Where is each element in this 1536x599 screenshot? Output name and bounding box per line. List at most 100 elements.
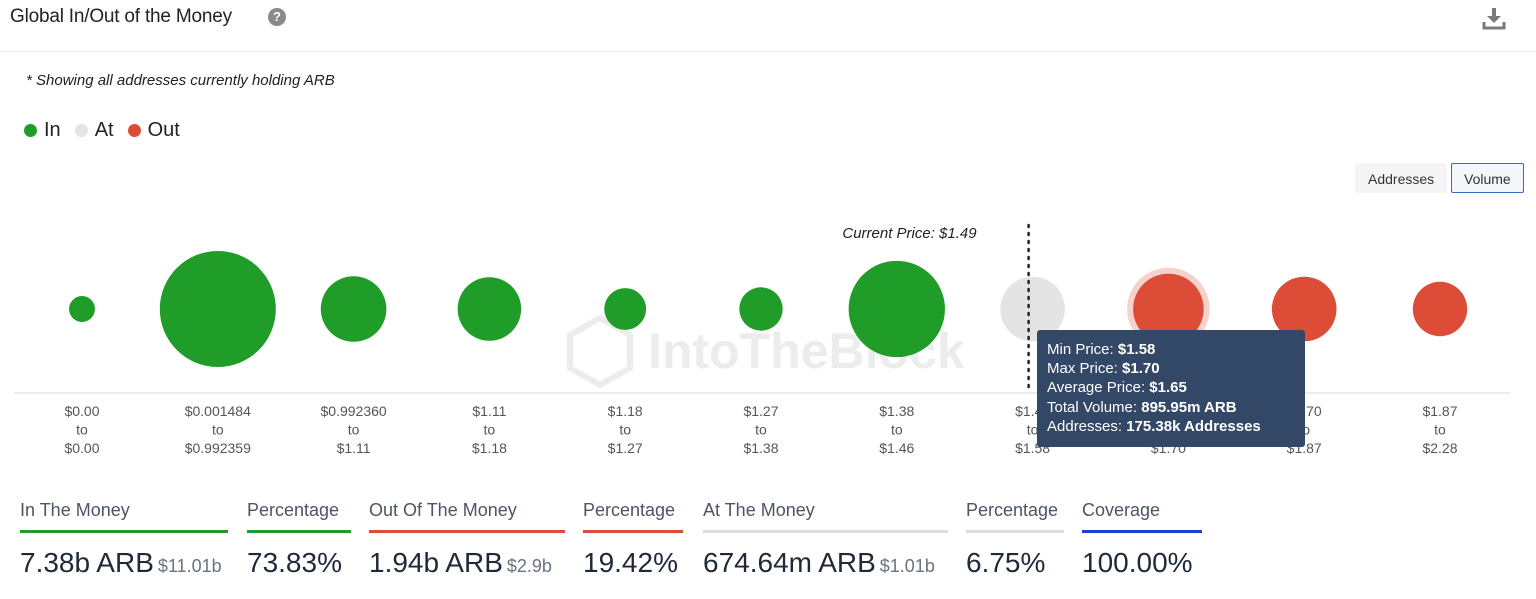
legend-label: Out (147, 119, 180, 141)
x-tick-label: $1.11 (472, 403, 506, 419)
stat-label: Out Of The Money (369, 500, 517, 520)
x-tick-label: $1.38 (879, 403, 914, 419)
bubble-in[interactable] (739, 287, 783, 331)
stat-0: In The Money 7.38b ARB $11.01b (20, 500, 228, 579)
summary-stats: In The Money 7.38b ARB $11.01b Percentage 73… (20, 500, 1220, 590)
stat-5: Percentage 6.75% (966, 500, 1064, 579)
x-tick-label: $1.87 (1422, 403, 1457, 419)
x-tick-label: $1.11 (337, 440, 371, 456)
stat-underline (247, 530, 351, 533)
legend-item-at[interactable]: At (74, 119, 114, 142)
stat-value: 1.94b ARB $2.9b (369, 547, 565, 579)
legend-dot-at (74, 124, 88, 137)
legend-dot-in (24, 124, 37, 137)
download-icon[interactable] (1482, 6, 1506, 30)
bubble-in[interactable] (848, 260, 945, 358)
tooltip-max-price-row: Max Price: $1.70 (1047, 360, 1160, 378)
x-tick-label: $1.27 (608, 440, 643, 456)
tooltip-total-volume-row: Total Volume: 895.95m ARB (1047, 398, 1237, 416)
bubble-at[interactable] (1000, 276, 1065, 342)
stat-4: At The Money 674.64m ARB $1.01b (703, 500, 948, 579)
bubble-out[interactable] (1133, 273, 1204, 345)
stat-label: Percentage (966, 500, 1059, 520)
stat-value-usd: $1.01b (879, 556, 935, 576)
x-tick-label: $1.46 (879, 440, 914, 456)
stat-value-usd: $2.9b (506, 556, 552, 576)
stat-value: 6.75% (966, 547, 1064, 579)
stat-6: Coverage 100.00% (1082, 500, 1202, 579)
stat-value: 7.38b ARB $11.01b (20, 547, 228, 579)
x-tick-label: to (619, 422, 631, 438)
x-tick-label: $0.001484 (185, 403, 251, 419)
stat-underline (369, 530, 565, 533)
x-tick-label: to (212, 422, 224, 438)
volume-toggle-button[interactable]: Volume (1451, 163, 1524, 193)
stat-value-main: 73.83% (247, 547, 342, 578)
stat-underline (583, 530, 683, 533)
help-icon[interactable]: ? (268, 8, 286, 26)
stat-label: Coverage (1082, 500, 1161, 520)
bubble-in[interactable] (604, 288, 647, 330)
x-tick-label: $0.992360 (321, 403, 387, 419)
stat-value-main: 1.94b ARB (369, 547, 503, 578)
legend-dot-out (127, 124, 141, 137)
bubble-in[interactable] (159, 251, 276, 367)
stat-value-main: 100.00% (1082, 547, 1193, 578)
card-header: Global In/Out of the Money ? (0, 0, 1536, 52)
bubble-in[interactable] (69, 296, 95, 322)
addresses-toggle-button[interactable]: Addresses (1355, 163, 1448, 193)
x-tick-label: to (891, 422, 903, 438)
x-tick-label: to (755, 422, 767, 438)
tooltip-addresses-row: Addresses: 175.38k Addresses (1047, 417, 1261, 435)
bubble-out[interactable] (1412, 281, 1468, 337)
holding-note: * Showing all addresses currently holdin… (26, 72, 335, 89)
stat-value-main: 7.38b ARB (20, 547, 154, 578)
x-tick-label: $2.28 (1422, 440, 1457, 456)
x-tick-label: $1.18 (472, 440, 507, 456)
bubble-in[interactable] (320, 276, 387, 342)
stat-underline (20, 530, 228, 533)
x-tick-label: $1.18 (608, 403, 643, 419)
bubble-chart: IntoTheBlock$0.00to$0.00$0.001484to$0.99… (14, 223, 1510, 456)
stat-value: 73.83% (247, 547, 351, 579)
stat-label: Percentage (247, 500, 340, 520)
x-tick-label: to (484, 422, 496, 438)
stat-underline (966, 530, 1064, 533)
page-title: Global In/Out of the Money (10, 6, 232, 27)
watermark-logo-icon (567, 314, 633, 389)
stat-value-main: 6.75% (966, 547, 1046, 578)
x-tick-label: to (348, 422, 360, 438)
x-tick-label: $0.992359 (185, 440, 251, 456)
tooltip-avg-price-row: Average Price: $1.65 (1047, 379, 1187, 397)
x-tick-label: $1.38 (743, 440, 778, 456)
current-price-label: Current Price: $1.49 (842, 225, 977, 242)
stat-underline (1082, 530, 1202, 533)
stat-label: In The Money (20, 500, 130, 520)
x-tick-label: $0.00 (64, 440, 99, 456)
x-tick-label: to (1027, 422, 1039, 438)
stat-value-main: 674.64m ARB (703, 547, 876, 578)
legend-label: At (94, 119, 114, 141)
x-tick-label: to (76, 422, 88, 438)
stat-value: 674.64m ARB $1.01b (703, 547, 948, 579)
bubble-out[interactable] (1271, 276, 1337, 342)
stat-value: 19.42% (583, 547, 683, 579)
legend-item-in[interactable]: In (24, 119, 61, 142)
x-tick-label: $1.27 (743, 403, 778, 419)
legend-label: In (44, 119, 61, 141)
bubble-tooltip: Min Price: $1.58 Max Price: $1.70 Averag… (1037, 330, 1305, 447)
bubble-in[interactable] (457, 277, 522, 341)
stat-label: At The Money (703, 500, 815, 520)
stat-value: 100.00% (1082, 547, 1202, 579)
stat-1: Percentage 73.83% (247, 500, 351, 579)
stat-value-main: 19.42% (583, 547, 678, 578)
x-tick-label: $0.00 (64, 403, 99, 419)
stat-3: Percentage 19.42% (583, 500, 683, 579)
stat-2: Out Of The Money 1.94b ARB $2.9b (369, 500, 565, 579)
chart-legend: In At Out (24, 119, 180, 142)
legend-item-out[interactable]: Out (127, 119, 180, 142)
stat-value-usd: $11.01b (157, 556, 222, 576)
tooltip-min-price-row: Min Price: $1.58 (1047, 341, 1156, 358)
x-tick-label: to (1434, 422, 1446, 438)
stat-underline (703, 530, 948, 533)
